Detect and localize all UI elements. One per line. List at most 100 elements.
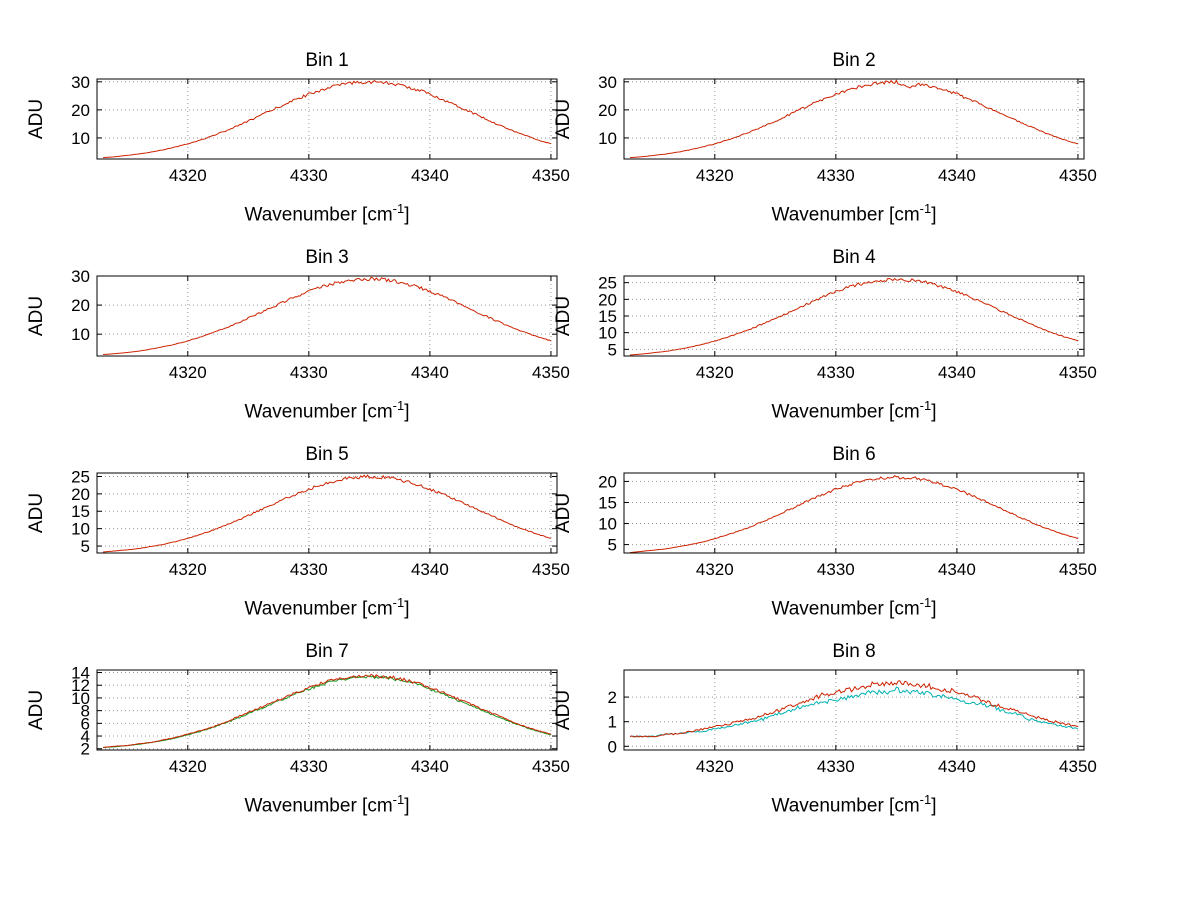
series-line-2 <box>103 675 551 748</box>
y-axis-label: ADU <box>553 99 574 139</box>
y-tick-label: 20 <box>71 485 90 504</box>
y-tick-label: 20 <box>598 101 617 120</box>
x-axis-label-main: Wavenumber [cm <box>771 795 920 817</box>
axes-box <box>96 78 558 160</box>
y-tick-label: 10 <box>71 520 90 539</box>
subplot-grid: Bin 1 4320 4330 4340 4350 10 20 30 ADU Wavenumber… <box>12 50 1097 838</box>
y-tick-label: 20 <box>598 290 617 309</box>
x-tick-label: 4330 <box>290 560 328 579</box>
subplot-bin-8: Bin 8 4320 4330 4340 4350 0 1 2 ADU Wavenumber [c… <box>539 641 1097 838</box>
y-tick-label: 10 <box>71 689 90 708</box>
x-axis-label: Wavenumber [cm-1] <box>97 592 557 620</box>
subplot-bin-7: Bin 7 4320 4330 4340 4350 2 4 6 8 10 12 14 ADU Wavenu… <box>12 641 570 838</box>
y-tick-label: 10 <box>598 514 617 533</box>
x-axis-label-main: Wavenumber [cm <box>771 401 920 423</box>
y-tick-label: 2 <box>81 740 90 759</box>
series-line-2 <box>629 686 1079 738</box>
x-axis-label-close: ] <box>404 598 410 620</box>
x-axis-label: Wavenumber [cm-1] <box>97 395 557 423</box>
y-tick-label: 12 <box>71 676 90 695</box>
y-tick-label: 15 <box>598 493 617 512</box>
x-tick-label: 4320 <box>169 560 207 579</box>
x-tick-label: 4340 <box>411 560 449 579</box>
y-tick-label: 10 <box>598 324 617 343</box>
y-axis-label: ADU <box>553 493 574 533</box>
x-axis-label: Wavenumber [cm-1] <box>97 198 557 226</box>
x-tick-label: 4350 <box>1059 166 1097 185</box>
x-tick-label: 4350 <box>1059 560 1097 579</box>
x-axis-label-main: Wavenumber [cm <box>771 598 920 620</box>
x-tick-label: 4350 <box>532 757 570 776</box>
y-axis-label: ADU <box>553 690 574 730</box>
subplot-bin-4: Bin 4 4320 4330 4340 4350 5 10 15 20 25 ADU Wavenum… <box>539 247 1097 444</box>
y-tick-label: 25 <box>71 467 90 486</box>
x-tick-label: 4340 <box>411 166 449 185</box>
y-tick-label: 5 <box>608 536 617 555</box>
y-tick-label: 8 <box>81 702 90 721</box>
y-tick-label: 14 <box>71 663 90 682</box>
y-axis-label: ADU <box>26 99 47 139</box>
x-tick-label: 4320 <box>169 166 207 185</box>
x-tick-label: 4320 <box>169 757 207 776</box>
x-axis-label-main: Wavenumber [cm <box>771 204 920 226</box>
x-tick-label: 4330 <box>817 757 855 776</box>
x-axis-label-close: ] <box>931 598 937 620</box>
x-tick-label: 4340 <box>411 757 449 776</box>
y-tick-label: 2 <box>608 688 617 707</box>
subplot-title: Bin 8 <box>832 641 876 662</box>
subplot-title: Bin 5 <box>305 444 349 465</box>
y-tick-label: 20 <box>598 472 617 491</box>
y-tick-label: 15 <box>71 502 90 521</box>
plot-area-bin-1: 4320 4330 4340 4350 10 20 30 ADU <box>26 73 570 185</box>
series-line-1 <box>630 277 1079 356</box>
x-tick-label: 4330 <box>290 363 328 382</box>
y-tick-label: 5 <box>81 537 90 556</box>
x-tick-label: 4350 <box>532 166 570 185</box>
x-axis-label-main: Wavenumber [cm <box>244 795 393 817</box>
y-tick-label: 20 <box>71 296 90 315</box>
x-axis-label-exponent: -1 <box>919 201 932 216</box>
y-tick-label: 10 <box>598 129 617 148</box>
subplot-title: Bin 6 <box>832 444 876 465</box>
x-axis-label: Wavenumber [cm-1] <box>624 789 1084 817</box>
y-axis-label: ADU <box>26 493 47 533</box>
x-tick-label: 4320 <box>696 757 734 776</box>
x-tick-label: 4320 <box>169 363 207 382</box>
y-axis-label: ADU <box>553 296 574 336</box>
x-axis-label-close: ] <box>404 795 410 817</box>
axes-box <box>96 275 558 357</box>
x-tick-label: 4330 <box>817 166 855 185</box>
x-tick-label: 4320 <box>696 560 734 579</box>
y-axis-label: ADU <box>26 690 47 730</box>
subplot-bin-5: Bin 5 4320 4330 4340 4350 5 10 15 20 25 ADU Wavenum… <box>12 444 570 641</box>
x-tick-label: 4340 <box>938 560 976 579</box>
y-axis-label: ADU <box>26 296 47 336</box>
x-tick-label: 4330 <box>290 166 328 185</box>
subplot-title: Bin 7 <box>305 641 349 662</box>
y-tick-label: 15 <box>598 307 617 326</box>
x-tick-label: 4340 <box>938 166 976 185</box>
plot-area-bin-6: 4320 4330 4340 4350 5 10 15 20 ADU <box>553 472 1097 579</box>
x-tick-label: 4340 <box>938 757 976 776</box>
subplot-bin-3: Bin 3 4320 4330 4340 4350 10 20 30 ADU Wavenumber… <box>12 247 570 444</box>
plot-area-bin-3: 4320 4330 4340 4350 10 20 30 ADU <box>26 267 570 382</box>
series-line-1 <box>103 276 552 356</box>
subplot-title: Bin 3 <box>305 247 349 268</box>
x-tick-label: 4320 <box>696 166 734 185</box>
x-axis-label-exponent: -1 <box>392 792 405 807</box>
y-tick-label: 10 <box>71 325 90 344</box>
axes-box <box>96 472 558 554</box>
x-axis-label: Wavenumber [cm-1] <box>624 395 1084 423</box>
x-axis-label-main: Wavenumber [cm <box>244 401 393 423</box>
x-axis-label-exponent: -1 <box>392 595 405 610</box>
y-tick-label: 10 <box>71 129 90 148</box>
axes-box <box>623 78 1085 160</box>
x-axis-label-close: ] <box>931 795 937 817</box>
x-axis-label-exponent: -1 <box>919 792 932 807</box>
subplot-title: Bin 1 <box>305 50 349 71</box>
series-line-1 <box>103 79 552 159</box>
y-tick-label: 4 <box>81 727 90 746</box>
